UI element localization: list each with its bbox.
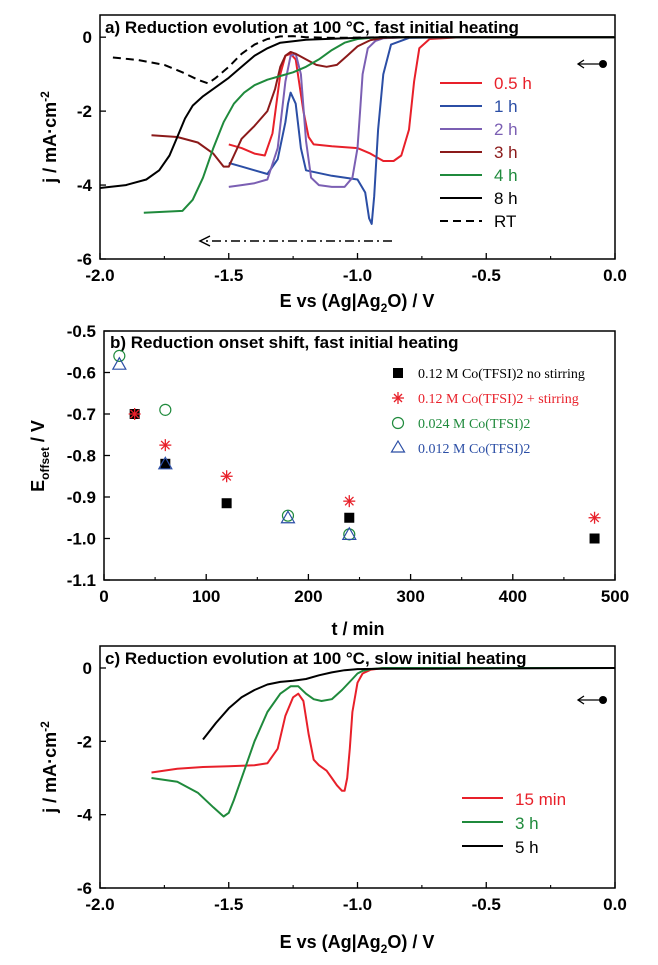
- y-axis-label-b: Eoffset / V: [28, 420, 52, 492]
- x-tick-label-b-5: 500: [601, 587, 629, 606]
- y-tick-label-a-0: 0: [83, 28, 92, 47]
- data-point-b-0-3: [344, 512, 355, 523]
- legend-marker-b-3: [390, 439, 406, 453]
- legend-marker-b-0: [393, 368, 403, 378]
- legend-label-a-3h: 3 h: [494, 143, 518, 162]
- x-tick-label-a-1: -1.5: [214, 266, 243, 285]
- chart-title-a: a) Reduction evolution at 100 °C, fast i…: [105, 18, 519, 37]
- legend-marker-b-2: [391, 416, 405, 430]
- y-tick-label-a-1: -2: [77, 102, 92, 121]
- data-point-b-0-4: [589, 533, 600, 544]
- x-tick-label-c-4: 0.0: [603, 895, 627, 914]
- series-line-c-2: [202, 667, 616, 741]
- x-tick-label-b-3: 300: [396, 587, 424, 606]
- data-point-b-1-2: [220, 470, 233, 483]
- axis-ticks-b: 0 100 200 300 400 500 -0.5 -0.6 -0.7 -0.8 -0.9 -1.0…: [67, 322, 629, 606]
- legend-label-c-5h: 5 h: [515, 838, 539, 857]
- y-tick-label-a-3: -6: [77, 250, 92, 269]
- legend-label-a-0.5h: 0.5 h: [494, 74, 532, 93]
- data-point-b-1-4: [588, 511, 601, 524]
- series-group-a: [99, 35, 615, 225]
- panel-a: a) Reduction evolution at 100 °C, fast i…: [38, 14, 627, 315]
- panel-c: c) Reduction evolution at 100 °C, slow i…: [38, 645, 627, 956]
- x-tick-label-c-1: -1.5: [214, 895, 243, 914]
- x-tick-label-b-0: 0: [99, 587, 108, 606]
- series-line-a-1: [228, 36, 615, 225]
- data-point-b-3-3: [341, 526, 357, 540]
- y-tick-label-b-1: -0.6: [67, 364, 96, 383]
- series-group-c: [151, 667, 616, 818]
- chart-title-b: b) Reduction onset shift, fast initial h…: [110, 333, 459, 352]
- y-tick-label-c-0: 0: [83, 659, 92, 678]
- data-point-b-0-2: [221, 498, 232, 509]
- series-line-a-6: [112, 35, 409, 85]
- x-axis-label-a: E vs (Ag|Ag2O) / V: [280, 291, 435, 315]
- y-tick-label-b-2: -0.7: [67, 405, 96, 424]
- y-tick-label-b-0: -0.5: [67, 322, 96, 341]
- x-axis-label-c: E vs (Ag|Ag2O) / V: [280, 932, 435, 956]
- y-tick-label-a-2: -4: [77, 176, 93, 195]
- panel-b: b) Reduction onset shift, fast initial h…: [28, 322, 629, 639]
- x-tick-label-a-4: 0.0: [603, 266, 627, 285]
- y-tick-label-c-3: -6: [77, 879, 92, 898]
- data-point-b-3-1: [157, 456, 173, 470]
- legend-b: 0.12 M Co(TFSI)2 no stirring 0.12 M Co(T…: [390, 367, 585, 457]
- data-point-b-3-2: [280, 510, 296, 524]
- y-tick-label-b-6: -1.1: [67, 571, 96, 590]
- scan-direction-arrow-c: [576, 695, 607, 705]
- legend-label-a-1h: 1 h: [494, 97, 518, 116]
- dashdot-arrow-a: [198, 235, 392, 247]
- x-tick-label-a-2: -1.0: [343, 266, 372, 285]
- y-tick-label-b-3: -0.8: [67, 447, 96, 466]
- y-tick-label-b-5: -1.0: [67, 530, 96, 549]
- chart-title-c: c) Reduction evolution at 100 °C, slow i…: [105, 649, 526, 668]
- legend-label-c-3h: 3 h: [515, 814, 539, 833]
- legend-label-a-rt: RT: [494, 212, 516, 231]
- x-tick-label-b-1: 100: [192, 587, 220, 606]
- data-point-b-2-1: [159, 403, 172, 416]
- x-tick-label-c-0: -2.0: [85, 895, 114, 914]
- x-tick-label-b-2: 200: [294, 587, 322, 606]
- legend-label-b-2: 0.024 M Co(TFSI)2: [418, 417, 530, 432]
- axis-ticks-a: -2.0 -1.5 -1.0 -0.5 0.0 0 -2 -4 -6: [77, 28, 627, 285]
- data-point-b-1-0: [128, 408, 141, 420]
- data-point-b-3-0: [111, 356, 127, 370]
- y-tick-label-b-4: -0.9: [67, 488, 96, 507]
- data-point-b-0-1: [160, 458, 171, 469]
- series-line-a-0: [228, 36, 615, 162]
- x-tick-label-a-0: -2.0: [85, 266, 114, 285]
- series-line-a-3: [151, 36, 615, 168]
- legend-label-a-4h: 4 h: [494, 166, 518, 185]
- y-axis-label-a: j / mA·cm-2: [38, 91, 60, 184]
- legend-label-b-3: 0.012 M Co(TFSI)2: [418, 442, 530, 457]
- data-point-b-2-0: [113, 349, 126, 362]
- legend-label-a-8h: 8 h: [494, 189, 518, 208]
- series-line-a-5: [99, 36, 615, 189]
- x-tick-label-c-3: -0.5: [472, 895, 501, 914]
- y-tick-label-c-1: -2: [77, 732, 92, 751]
- y-axis-label-c: j / mA·cm-2: [38, 721, 60, 814]
- x-tick-label-c-2: -1.0: [343, 895, 372, 914]
- axis-ticks-c: -2.0 -1.5 -1.0 -0.5 0.0 0 -2 -4 -6: [77, 659, 627, 914]
- x-tick-label-a-3: -0.5: [472, 266, 501, 285]
- legend-label-b-1: 0.12 M Co(TFSI)2 + stirring: [418, 392, 579, 407]
- y-tick-label-c-2: -4: [77, 806, 93, 825]
- x-tick-label-b-4: 400: [499, 587, 527, 606]
- series-line-c-0: [151, 667, 615, 792]
- legend-c: 15 min 3 h 5 h: [462, 790, 566, 857]
- data-point-b-1-1: [159, 439, 172, 452]
- legend-label-b-0: 0.12 M Co(TFSI)2 no stirring: [418, 367, 585, 382]
- legend-marker-b-1: [392, 392, 404, 404]
- legend-label-a-2h: 2 h: [494, 120, 518, 139]
- x-axis-label-b: t / min: [332, 619, 385, 639]
- legend-a: 0.5 h 1 h 2 h 3 h 4 h 8 h RT: [440, 74, 532, 231]
- scan-direction-arrow-a: [576, 59, 607, 69]
- data-point-b-1-3: [343, 495, 356, 508]
- legend-label-c-15min: 15 min: [515, 790, 566, 809]
- series-group-b: [111, 349, 601, 544]
